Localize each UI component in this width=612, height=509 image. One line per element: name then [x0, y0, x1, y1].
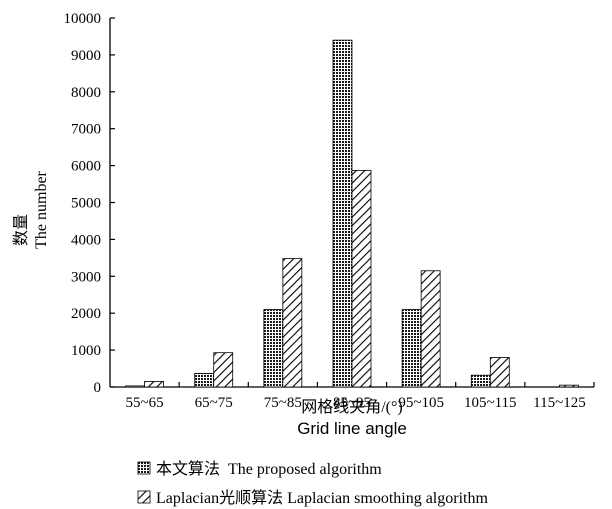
bar-proposed-75~85 — [263, 309, 284, 388]
y-tick-label: 1000 — [71, 343, 101, 359]
legend-swatch-laplacian — [137, 490, 151, 504]
bar-laplacian-105~115 — [489, 357, 510, 388]
y-tick-label: 9000 — [71, 48, 101, 64]
x-tick-label: 105~115 — [464, 395, 517, 411]
y-tick-label: 7000 — [71, 122, 101, 138]
x-tick-label: 75~85 — [264, 395, 302, 411]
legend: 本文算法 The proposed algorithm Laplacian光顺算… — [137, 459, 488, 507]
x-axis-label-cn: 网格线夹角/(°) — [301, 398, 403, 416]
legend-label-proposed: 本文算法 The proposed algorithm — [156, 459, 382, 478]
y-tick-label: 6000 — [71, 159, 101, 175]
bar-proposed-55~65 — [125, 385, 145, 388]
bar-laplacian-65~75 — [213, 352, 234, 388]
legend-item-laplacian: Laplacian光顺算法 Laplacian smoothing algori… — [137, 488, 488, 507]
y-tick-label: 2000 — [71, 306, 101, 322]
bar-laplacian-85~95 — [351, 169, 372, 388]
x-axis-ticks: 55~65 65~75 75~85 85~95 95~105 105~115 115~125 — [126, 382, 595, 411]
legend-item-proposed: 本文算法 The proposed algorithm — [137, 459, 382, 478]
bar-proposed-85~95 — [332, 39, 353, 388]
x-tick-label: 95~105 — [398, 395, 444, 411]
x-tick-label: 55~65 — [126, 395, 164, 411]
y-axis-label-en: The number — [33, 170, 50, 248]
y-axis-label: 数量 The number — [12, 170, 50, 248]
bar-laplacian-75~85 — [282, 258, 303, 388]
y-tick-label: 10000 — [64, 11, 102, 27]
y-tick-label: 3000 — [71, 269, 101, 285]
y-tick-label: 8000 — [71, 85, 101, 101]
bar-proposed-105~115 — [470, 374, 491, 388]
bar-laplacian-95~105 — [420, 270, 441, 388]
legend-label-laplacian: Laplacian光顺算法 Laplacian smoothing algori… — [156, 488, 488, 507]
bar-proposed-95~105 — [401, 309, 422, 388]
bar-laplacian-55~65 — [144, 381, 164, 388]
bars — [125, 39, 579, 388]
y-tick-label: 5000 — [71, 196, 101, 212]
legend-swatch-proposed — [137, 461, 151, 475]
y-axis-label-cn: 数量 — [12, 214, 30, 246]
x-tick-label: 65~75 — [195, 395, 233, 411]
y-tick-label: 0 — [94, 380, 102, 396]
x-tick-label: 85~95 — [333, 395, 371, 411]
y-tick-label: 4000 — [71, 232, 101, 248]
x-axis-label-en: Grid line angle — [297, 419, 407, 438]
x-tick-label: 115~125 — [533, 395, 586, 411]
y-axis-ticks: 0 1000 2000 3000 4000 5000 6000 7000 8000 9000 100… — [64, 11, 115, 396]
bar-laplacian-115~125 — [559, 384, 579, 388]
bar-proposed-65~75 — [194, 372, 215, 388]
